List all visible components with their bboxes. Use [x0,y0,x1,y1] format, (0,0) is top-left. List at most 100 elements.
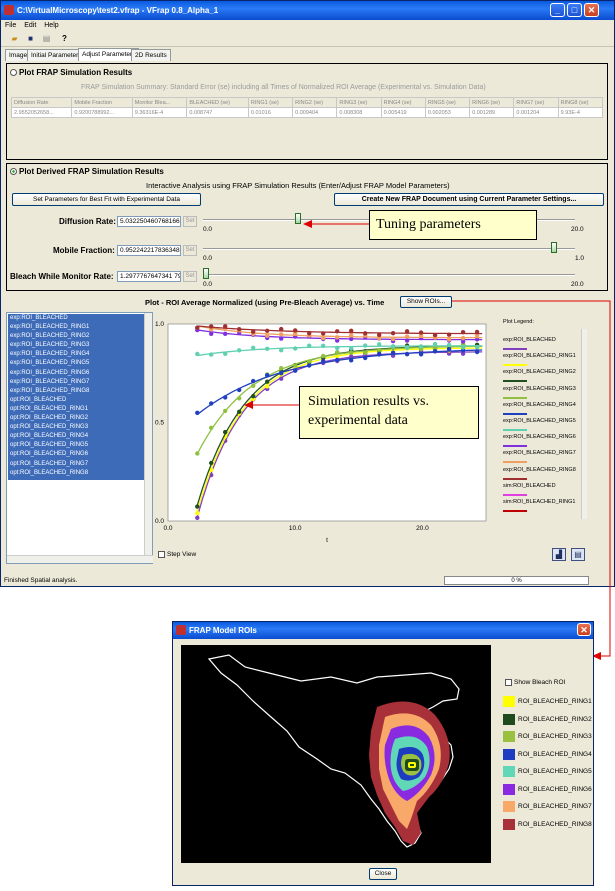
show-bleach-checkbox[interactable] [505,679,512,686]
list-item[interactable]: opt:ROI_BLEACHED [10,396,67,403]
data-point [377,342,382,347]
x-tick-label: 10.0 [289,525,302,532]
mobile-slider-thumb[interactable] [550,242,557,253]
roi-dialog-close-button[interactable]: Close [369,868,397,880]
data-point [321,335,326,341]
summary-value-cell: 0.01016 [247,107,294,118]
list-item[interactable]: exp:ROI_BLEACHED_RING4 [10,351,90,358]
create-document-button[interactable]: Create New FRAP Document using Current P… [334,193,604,206]
help-icon[interactable]: ? [62,34,67,43]
legend-item: exp:ROI_BLEACHED_RING2 [503,369,576,376]
summary-header-cell: Monitor Blea... [131,97,188,108]
plot-view-icon[interactable]: ▟ [552,548,566,561]
menu-file[interactable]: File [5,22,17,29]
data-point [307,359,312,364]
menu-edit[interactable]: Edit [24,22,37,29]
data-point [390,336,396,342]
list-item[interactable]: exp:ROI_BLEACHED [10,315,68,321]
legend-swatch [503,429,527,431]
derived-radio[interactable] [10,168,17,176]
minimize-button[interactable]: _ [550,3,565,17]
legend-item: exp:ROI_BLEACHED_RING8 [503,466,576,473]
data-point [195,504,200,509]
summary-value-cell: 0.009404 [292,107,338,118]
y-tick-label: 0.0 [155,518,164,525]
print-icon[interactable]: ▤ [42,34,51,43]
table-view-icon[interactable]: ▤ [571,548,585,561]
save-icon[interactable]: ■ [28,34,33,43]
list-item[interactable]: exp:ROI_BLEACHED_RING3 [10,342,90,349]
bleach-slider-thumb[interactable] [203,268,209,279]
list-item[interactable]: exp:ROI_BLEACHED_RING1 [10,324,90,331]
progress-text: 0 % [511,578,522,584]
mobile-input[interactable]: 0.952242217836348 [117,245,181,256]
show-rois-button[interactable]: Show ROIs... [400,296,452,308]
menu-help[interactable]: Help [44,22,59,29]
tab-2d-results[interactable]: 2D Results [131,49,171,61]
data-point [446,342,452,348]
step-view-option[interactable]: Step View [158,551,196,558]
roi-dialog-close-icon[interactable]: ✕ [577,623,591,636]
roi-legend-item: ROI_BLEACHED_RING3 [503,731,592,742]
list-item[interactable]: opt:ROI_BLEACHED_RING2 [10,415,89,422]
summary-header-cell: RING2 (se) [292,97,338,108]
list-item[interactable]: opt:ROI_BLEACHED_RING6 [10,451,89,458]
legend-scrollbar[interactable] [581,329,587,519]
data-point [321,353,326,359]
bleach-label: Bleach While Monitor Rate: [10,272,114,281]
data-point [195,410,200,415]
summary-value-cell: 0.008747 [186,107,249,118]
data-point [279,371,284,376]
list-item[interactable]: opt:ROI_BLEACHED_RING7 [10,460,89,467]
data-point [251,329,256,334]
open-folder-icon[interactable]: ▰ [11,34,18,43]
summary-table: Diffusion Rate Mobile Fraction Monitor Ble… [10,97,604,118]
set-best-fit-button[interactable]: Set Parameters for Best Fit with Experim… [12,193,201,206]
list-item[interactable]: opt:ROI_BLEACHED_RING3 [10,424,89,431]
maximize-button[interactable]: □ [567,3,582,17]
data-point [404,352,410,357]
data-point [209,324,214,329]
data-point [209,331,214,336]
list-item[interactable]: opt:ROI_BLEACHED_RING4 [10,433,89,440]
list-item[interactable]: opt:ROI_BLEACHED_RING8 [10,469,89,476]
list-item[interactable]: exp:ROI_BLEACHED_RING6 [10,369,90,376]
plot-title: Plot - ROI Average Normalized (using Pre… [145,298,385,307]
roi-legend-label: ROI_BLEACHED_RING2 [518,715,592,723]
list-item[interactable]: exp:ROI_BLEACHED_RING7 [10,378,90,385]
list-hscrollbar[interactable] [7,555,153,563]
data-point [279,376,284,381]
list-scrollbar[interactable] [144,313,152,563]
roi-dialog-title: FRAP Model ROIs [189,626,257,635]
diffusion-set-button[interactable]: Set [183,216,197,227]
bleach-input[interactable]: 1.2977767647341 79E-4 [117,271,181,282]
simulation-arrow [244,401,299,409]
data-point [404,345,410,351]
data-point [335,335,340,340]
list-item[interactable]: exp:ROI_BLEACHED_RING5 [10,360,90,367]
data-point [251,378,256,384]
connector-arrow [452,300,611,660]
list-item[interactable]: exp:ROI_BLEACHED_RING2 [10,333,90,340]
main-window: C:\VirtualMicroscopy\test2.vfrap - VFrap… [0,0,615,587]
legend-swatch [503,477,527,480]
close-button[interactable]: ✕ [584,3,599,17]
diffusion-slider-thumb[interactable] [294,213,301,224]
list-item[interactable]: opt:ROI_BLEACHED_RING5 [10,442,89,449]
data-point [307,343,312,348]
plot-frap-radio[interactable] [10,69,17,77]
bleach-set-button[interactable]: Set [183,271,197,282]
tab-initial-parameters[interactable]: Initial Parameters [27,49,86,61]
mobile-set-button[interactable]: Set [183,245,197,256]
list-item[interactable]: opt:ROI_BLEACHED_RING1 [10,405,89,412]
step-view-checkbox[interactable] [158,551,165,558]
roi-legend-label: ROI_BLEACHED_RING4 [518,750,592,758]
data-point [349,350,354,355]
summary-value-cell: 0.001204 [513,107,559,118]
show-bleach-option[interactable]: Show Bleach ROI [505,679,565,686]
data-point [237,387,242,393]
diffusion-input[interactable]: 5.032250460768166 [117,216,181,227]
list-item[interactable]: exp:ROI_BLEACHED_RING8 [10,387,90,394]
bleach-max: 20.0 [571,281,584,288]
